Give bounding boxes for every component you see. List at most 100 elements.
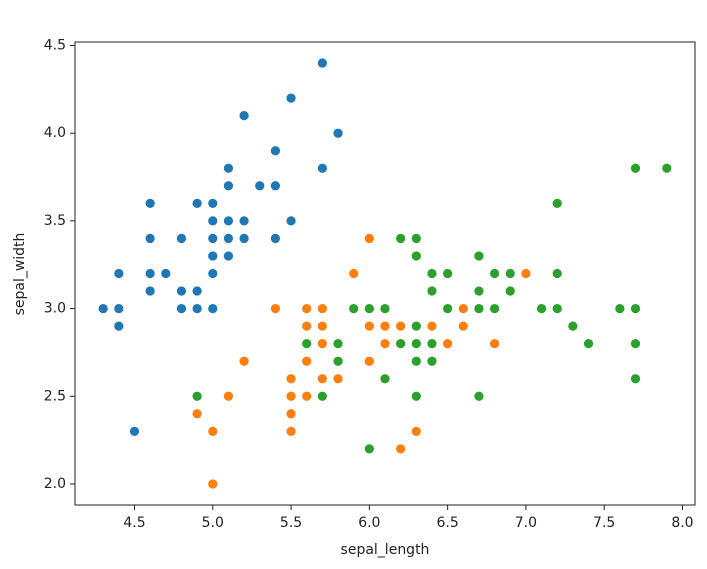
point — [630, 373, 641, 385]
y-tick-label: 2.5 — [44, 388, 66, 404]
point — [426, 338, 438, 350]
point — [191, 408, 203, 420]
point — [489, 268, 500, 279]
y-tick-label: 4.0 — [44, 125, 66, 141]
point — [270, 180, 281, 192]
point — [410, 390, 422, 402]
point — [410, 250, 422, 262]
point — [551, 303, 563, 314]
point — [207, 425, 219, 437]
point — [567, 320, 579, 332]
point — [254, 180, 266, 192]
point — [661, 162, 673, 174]
point — [316, 338, 328, 350]
point — [285, 390, 297, 402]
point — [176, 233, 187, 244]
point — [285, 215, 297, 227]
point — [207, 268, 219, 279]
point — [238, 355, 250, 367]
point — [207, 215, 219, 227]
point — [191, 390, 203, 402]
plot-frame — [74, 41, 696, 506]
point — [207, 250, 219, 262]
x-tick-label: 5.0 — [202, 515, 224, 531]
point — [395, 443, 407, 455]
point — [348, 303, 360, 314]
y-tick-label: 2.0 — [44, 476, 66, 492]
point — [301, 390, 313, 402]
point — [442, 303, 454, 314]
point — [410, 338, 422, 350]
point — [489, 338, 500, 350]
x-tick-label: 6.0 — [358, 515, 380, 531]
point — [363, 443, 375, 455]
point — [144, 268, 156, 279]
point — [410, 355, 422, 367]
point — [301, 355, 313, 367]
point — [410, 233, 422, 244]
point — [238, 110, 250, 122]
point — [238, 233, 250, 244]
point — [223, 233, 234, 244]
point — [504, 285, 516, 297]
point — [363, 303, 375, 314]
point — [363, 355, 375, 367]
y-tick-label: 3.0 — [44, 301, 66, 317]
point — [301, 303, 313, 314]
point — [223, 250, 234, 262]
point — [223, 215, 234, 227]
point — [316, 390, 328, 402]
point — [223, 180, 234, 192]
point — [410, 425, 422, 437]
point — [270, 233, 281, 244]
point — [442, 338, 454, 350]
y-axis-label: sepal_width — [12, 233, 28, 316]
point — [473, 303, 485, 314]
point — [223, 390, 234, 402]
point — [301, 338, 313, 350]
point — [285, 373, 297, 385]
point — [583, 338, 594, 350]
point — [395, 233, 407, 244]
point — [426, 285, 438, 297]
point — [285, 425, 297, 437]
point — [97, 303, 109, 314]
point — [473, 390, 485, 402]
point — [614, 303, 626, 314]
point — [113, 303, 125, 314]
point — [316, 57, 328, 69]
x-tick-label: 4.5 — [123, 515, 145, 531]
x-tick-label: 5.5 — [280, 515, 302, 531]
point — [113, 268, 125, 279]
point — [379, 373, 391, 385]
point — [473, 285, 485, 297]
point — [395, 320, 407, 332]
point — [504, 268, 516, 279]
point — [395, 338, 407, 350]
x-tick-label: 7.0 — [515, 515, 537, 531]
point — [426, 268, 438, 279]
y-tick-label: 4.5 — [44, 38, 66, 54]
point — [191, 197, 203, 209]
point — [363, 320, 375, 332]
point — [285, 92, 297, 104]
point — [536, 303, 547, 314]
point — [630, 338, 641, 350]
point — [113, 320, 125, 332]
point — [379, 303, 391, 314]
point — [379, 320, 391, 332]
point — [316, 320, 328, 332]
point — [207, 478, 219, 490]
point — [316, 162, 328, 174]
point — [489, 303, 500, 314]
point — [426, 355, 438, 367]
point — [332, 373, 344, 385]
point — [191, 285, 203, 297]
point — [332, 127, 344, 139]
x-tick-label: 6.5 — [436, 515, 458, 531]
point — [551, 197, 563, 209]
point — [332, 338, 344, 350]
point — [520, 268, 532, 279]
point — [144, 285, 156, 297]
point — [332, 355, 344, 367]
